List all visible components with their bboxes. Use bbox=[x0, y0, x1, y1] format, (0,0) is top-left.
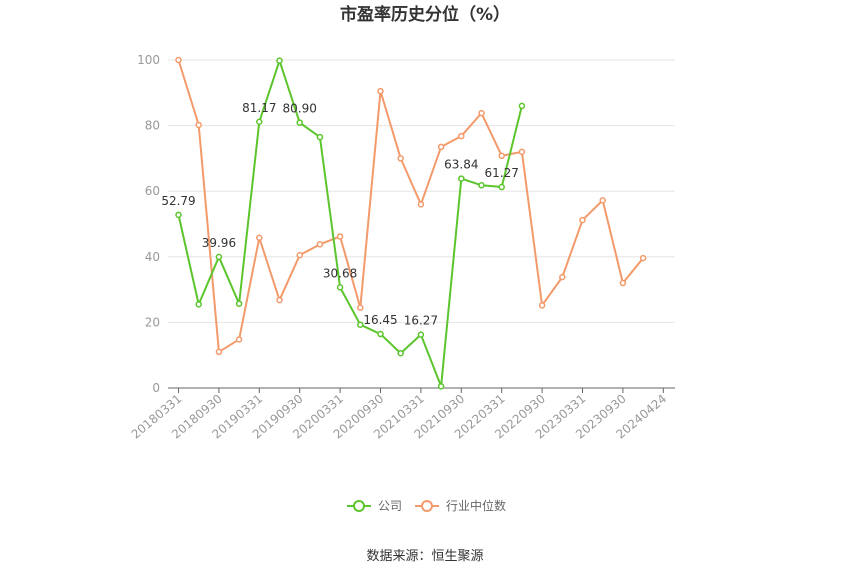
data-point[interactable] bbox=[256, 234, 263, 242]
data-point[interactable] bbox=[296, 119, 303, 126]
data-point[interactable] bbox=[538, 302, 546, 309]
legend-item-公司[interactable]: 公司 bbox=[347, 499, 402, 513]
data-label: 81.17 bbox=[242, 101, 276, 115]
data-label: 61.27 bbox=[485, 166, 519, 180]
y-tick-label: 20 bbox=[145, 315, 160, 329]
data-point[interactable] bbox=[579, 216, 586, 224]
data-point[interactable] bbox=[478, 109, 485, 117]
data-point[interactable] bbox=[417, 331, 425, 338]
x-axis: 2018033120180930201903312019093020200331… bbox=[129, 387, 675, 442]
legend-label: 公司 bbox=[378, 499, 402, 513]
data-point[interactable] bbox=[316, 133, 324, 141]
data-label: 39.96 bbox=[202, 236, 236, 250]
data-point[interactable] bbox=[336, 284, 344, 291]
data-point[interactable] bbox=[478, 182, 485, 189]
legend-item-行业中位数[interactable]: 行业中位数 bbox=[415, 498, 506, 513]
data-label: 16.27 bbox=[404, 314, 438, 328]
data-point[interactable] bbox=[518, 148, 526, 156]
data-point[interactable] bbox=[195, 121, 202, 129]
legend-label: 行业中位数 bbox=[446, 498, 506, 513]
data-point[interactable] bbox=[195, 301, 202, 308]
data-label: 52.79 bbox=[161, 194, 195, 208]
data-point[interactable] bbox=[357, 321, 364, 328]
data-point[interactable] bbox=[437, 383, 445, 390]
data-label: 30.68 bbox=[323, 266, 357, 280]
data-point[interactable] bbox=[357, 304, 364, 311]
series-layer bbox=[175, 56, 647, 390]
data-point[interactable] bbox=[377, 330, 384, 338]
legend-marker bbox=[353, 500, 365, 512]
data-point[interactable] bbox=[417, 201, 425, 208]
data-point[interactable] bbox=[458, 175, 465, 182]
data-point[interactable] bbox=[559, 273, 566, 281]
grid-lines bbox=[168, 59, 675, 323]
y-tick-label: 40 bbox=[145, 250, 160, 264]
legend[interactable]: 公司 行业中位数 bbox=[347, 498, 506, 513]
y-axis-ticks: 0 20 40 60 80 100 bbox=[137, 53, 160, 395]
data-point[interactable] bbox=[639, 254, 647, 262]
data-point[interactable] bbox=[175, 56, 182, 64]
data-point[interactable] bbox=[215, 253, 223, 261]
data-point[interactable] bbox=[296, 251, 303, 259]
data-point[interactable] bbox=[397, 155, 404, 162]
data-point[interactable] bbox=[498, 183, 505, 191]
y-tick-label: 80 bbox=[145, 119, 160, 133]
source-note: 数据来源：恒生聚源 bbox=[366, 549, 483, 564]
data-point[interactable] bbox=[377, 87, 384, 95]
data-label: 16.45 bbox=[363, 313, 397, 327]
series-公司 bbox=[175, 57, 526, 390]
data-label: 63.84 bbox=[444, 158, 478, 172]
data-point[interactable] bbox=[437, 143, 445, 151]
data-point[interactable] bbox=[235, 300, 243, 307]
data-point[interactable] bbox=[175, 211, 182, 219]
legend-marker bbox=[421, 500, 433, 512]
data-point[interactable] bbox=[235, 336, 243, 343]
y-tick-label: 100 bbox=[137, 53, 160, 67]
data-point[interactable] bbox=[619, 279, 627, 287]
data-point[interactable] bbox=[599, 197, 606, 204]
y-tick-label: 60 bbox=[145, 184, 160, 198]
y-tick-label: 0 bbox=[152, 381, 160, 395]
data-point[interactable] bbox=[276, 296, 283, 304]
data-point[interactable] bbox=[276, 57, 283, 64]
chart-title: 市盈率历史分位（%） bbox=[340, 4, 510, 25]
data-point[interactable] bbox=[397, 349, 404, 357]
data-label: 80.90 bbox=[283, 102, 317, 116]
data-point[interactable] bbox=[518, 102, 526, 110]
data-point[interactable] bbox=[316, 241, 324, 248]
data-point[interactable] bbox=[498, 152, 505, 160]
data-point[interactable] bbox=[215, 348, 223, 356]
series-行业中位数 bbox=[175, 56, 647, 356]
data-labels: 52.79 39.96 81.17 80.90 30.68 16.45 16.27 63.84… bbox=[161, 101, 519, 328]
data-point[interactable] bbox=[256, 118, 263, 126]
data-point[interactable] bbox=[336, 233, 344, 240]
data-point[interactable] bbox=[458, 132, 465, 140]
series-line bbox=[177, 59, 523, 388]
series-line bbox=[177, 59, 644, 353]
